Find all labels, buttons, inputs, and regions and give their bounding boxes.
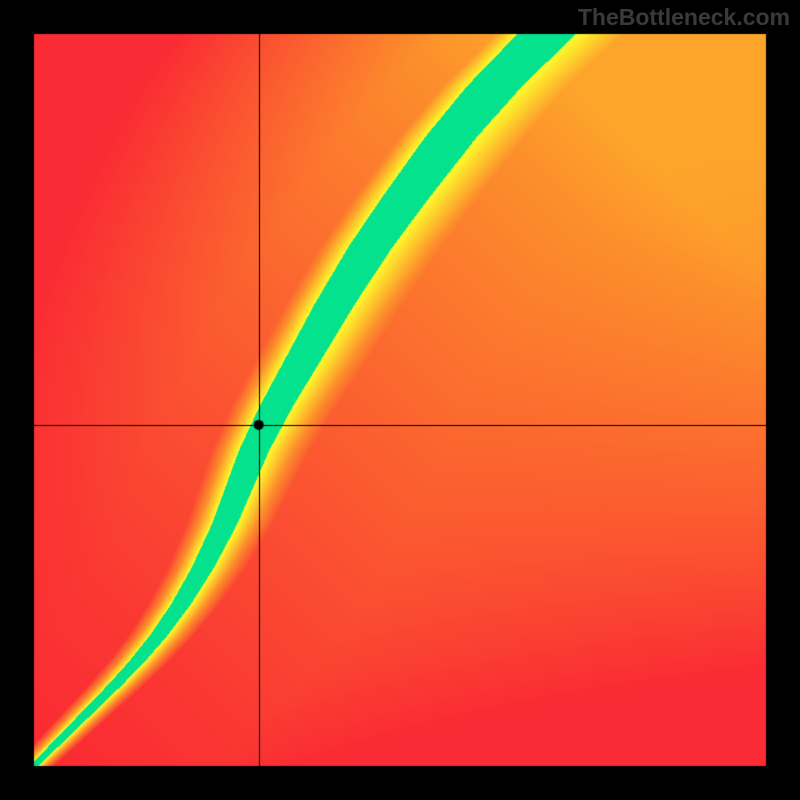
bottleneck-heatmap-canvas bbox=[0, 0, 800, 800]
watermark-text: TheBottleneck.com bbox=[578, 4, 790, 31]
chart-container: { "meta": { "watermark_text": "TheBottle… bbox=[0, 0, 800, 800]
